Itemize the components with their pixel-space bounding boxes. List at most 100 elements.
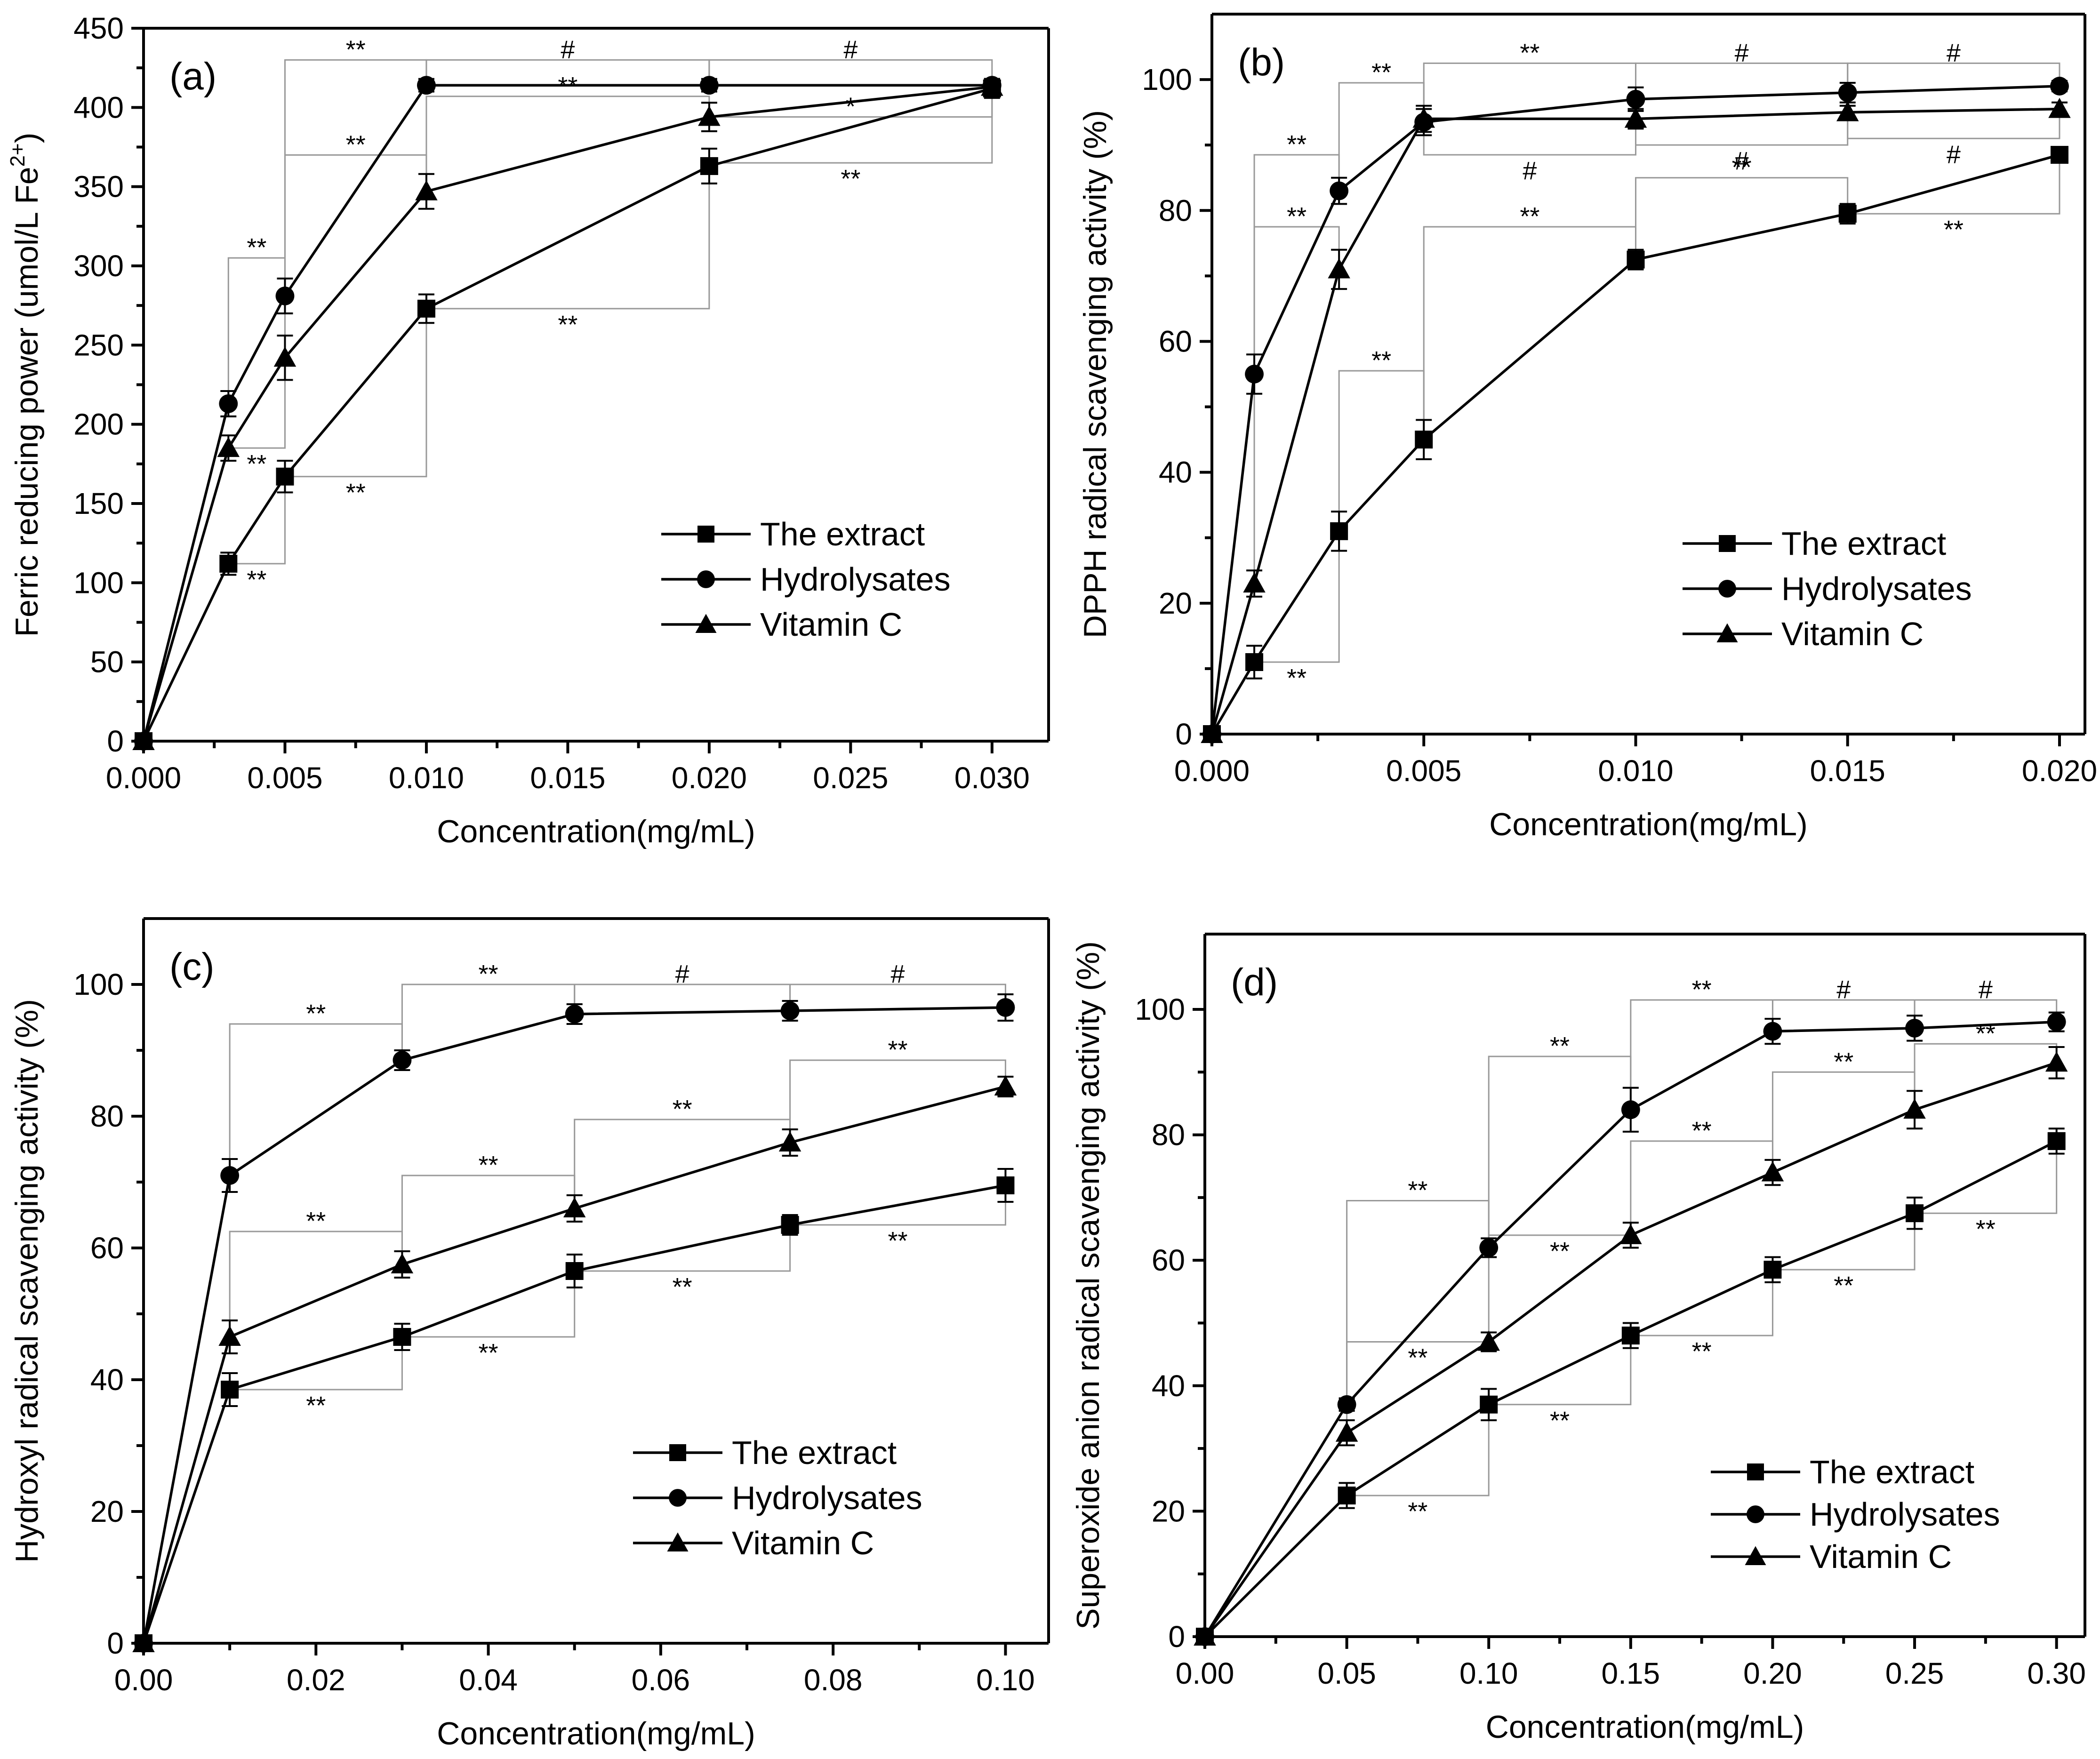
significance-bracket: ** (1489, 1335, 1632, 1435)
x-tick-label: 0.025 (813, 761, 888, 795)
y-tick-label: 100 (1135, 992, 1185, 1026)
series-square (135, 78, 1001, 750)
chart-panel-d: 0.00 0.05 0.10 0.15 0.20 0.25 0.30 0 20 40 60 80 100… (1070, 933, 2086, 1745)
data-point (132, 1632, 155, 1652)
significance-bracket-line (1346, 1200, 1490, 1405)
data-point (1338, 1487, 1356, 1505)
significance-label: # (675, 960, 689, 988)
series-triangle (132, 1075, 1017, 1652)
significance-bracket: ** (426, 166, 710, 339)
x-tick-label: 0.15 (1602, 1656, 1660, 1690)
data-point (1619, 1224, 1642, 1244)
significance-bracket-line (1489, 1335, 1632, 1406)
legend-label: Hydrolysates (1810, 1496, 2000, 1533)
significance-bracket-line (1771, 999, 1916, 1031)
series-square (135, 1168, 1015, 1652)
significance-bracket: ** (284, 35, 427, 296)
x-tick-label: 0.020 (2022, 754, 2097, 788)
significance-label: # (1979, 975, 1993, 1004)
legend-marker-square (669, 1444, 686, 1461)
data-point (1201, 723, 1223, 743)
y-tick-label: 20 (1159, 586, 1192, 620)
significance-bracket-line (1253, 154, 1340, 374)
significance-bracket-line (574, 1119, 791, 1208)
significance-label: # (1836, 975, 1851, 1004)
legend-item: Hydrolysates (633, 1479, 922, 1516)
significance-bracket-line (1630, 1140, 1773, 1235)
data-point (1337, 1395, 1356, 1414)
significance-label: ** (1520, 39, 1539, 67)
significance-bracket-line (1338, 370, 1425, 531)
series-line (142, 85, 993, 742)
significance-bracket: ** (230, 1337, 403, 1420)
y-tick-label: 200 (73, 408, 124, 441)
significance-bracket: # (1423, 119, 1636, 185)
significance-bracket-line (426, 166, 710, 310)
data-point (1838, 205, 1857, 223)
x-tick-label: 0.05 (1317, 1656, 1376, 1690)
data-point (780, 1001, 800, 1020)
y-tick-label: 100 (73, 967, 124, 1001)
y-tick-label: 80 (1152, 1118, 1185, 1152)
significance-label: ** (1692, 1337, 1712, 1366)
significance-label: # (561, 35, 575, 64)
y-tick-label: 0 (1175, 717, 1192, 751)
significance-bracket: ** (1635, 153, 1849, 260)
significance-label: ** (1371, 346, 1391, 375)
significance-bracket: # (1771, 975, 1916, 1031)
data-point (276, 467, 294, 486)
legend-label: Hydrolysates (1781, 570, 1972, 607)
legend-marker-triangle (667, 1532, 689, 1551)
significance-bracket: # (1847, 39, 2060, 93)
data-point (1412, 107, 1435, 128)
y-tick-label: 450 (73, 11, 124, 45)
significance-bracket: # (1914, 975, 2058, 1028)
significance-label: ** (1287, 130, 1306, 159)
y-tick-label: 400 (73, 90, 124, 124)
significance-bracket-line (1914, 999, 2058, 1028)
significance-bracket-line (1630, 999, 1773, 1110)
significance-bracket-line (1338, 82, 1425, 191)
data-point (1621, 1327, 1640, 1345)
significance-bracket: ** (1338, 58, 1425, 191)
legend-item: The extract (1711, 1454, 1974, 1490)
significance-label: # (890, 960, 905, 988)
x-tick-label: 0.25 (1885, 1656, 1944, 1690)
data-point (218, 1326, 241, 1346)
series-circle (134, 76, 1002, 751)
significance-bracket-line (229, 1231, 403, 1337)
significance-bracket-line (1488, 1234, 1631, 1342)
significance-label: ** (346, 479, 366, 507)
legend-marker-square (1719, 535, 1736, 552)
significance-bracket: ** (227, 233, 286, 404)
legend-item: Vitamin C (1711, 1538, 1952, 1575)
legend-label: The extract (1810, 1454, 1974, 1490)
significance-label: ** (1408, 1497, 1427, 1526)
significance-bracket-line (228, 476, 286, 565)
data-point (275, 287, 295, 305)
legend-item: Vitamin C (633, 1525, 874, 1561)
series-line (142, 1085, 1006, 1644)
x-tick-label: 0.005 (1386, 754, 1461, 788)
significance-bracket-line (402, 1271, 576, 1338)
x-axis-label: Concentration(mg/mL) (1486, 1709, 1804, 1745)
series-line (142, 84, 992, 742)
data-point (1906, 1204, 1924, 1223)
legend-label: Hydrolysates (760, 561, 951, 598)
significance-bracket-line (789, 1059, 1006, 1143)
legend-marker-circle (697, 570, 715, 588)
x-tick-label: 0.00 (1176, 1656, 1234, 1690)
significance-label: ** (1976, 1215, 1996, 1243)
data-point (1903, 1098, 1926, 1119)
significance-bracket-line (1771, 1071, 1916, 1173)
significance-label: ** (1408, 1343, 1427, 1372)
significance-bracket-line (708, 59, 993, 86)
legend-label: Vitamin C (732, 1525, 874, 1561)
legend-item: Hydrolysates (661, 561, 951, 598)
significance-bracket-line (1254, 531, 1340, 663)
significance-bracket: ** (401, 960, 576, 1060)
significance-bracket: ** (284, 130, 427, 358)
legend-marker-triangle (1716, 623, 1738, 642)
y-tick-label: 0 (107, 1626, 124, 1660)
y-tick-label: 60 (1152, 1243, 1185, 1277)
